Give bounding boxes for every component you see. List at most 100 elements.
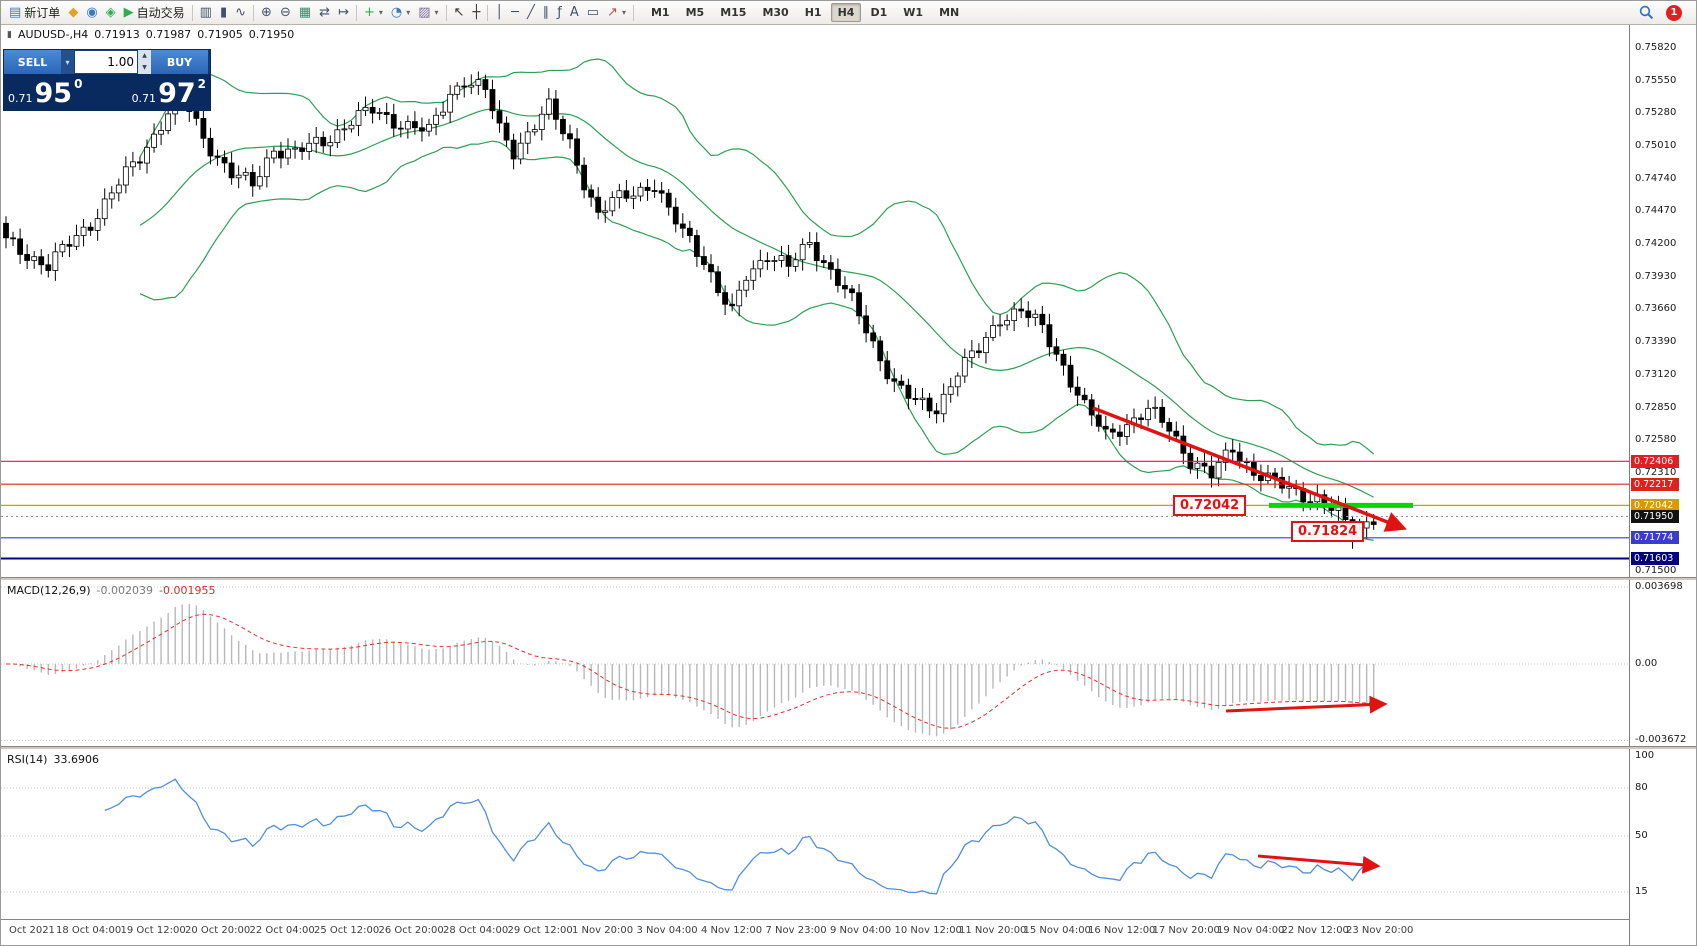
macd-trend-arrow <box>1225 695 1388 714</box>
price-level-badge: 0.71950 <box>1631 510 1679 523</box>
periods-button-icon: ◔ <box>390 5 403 20</box>
axis-tick-label: 0.75820 <box>1635 42 1677 53</box>
timeframe-d1[interactable]: D1 <box>870 6 888 19</box>
timeframe-toolbar: M1 M5 M15 M30 H1 H4 D1 W1 MN <box>644 3 966 22</box>
ohlc-low: 0.71905 <box>197 28 243 41</box>
volume-input[interactable] <box>74 50 138 74</box>
timeframe-m15[interactable]: M15 <box>720 6 747 19</box>
navigator-button[interactable]: ◈ <box>102 3 120 23</box>
sell-price-big: 95 <box>34 78 73 109</box>
timeframe-h4[interactable]: H4 <box>830 3 862 22</box>
timeframe-m30[interactable]: M30 <box>762 6 789 19</box>
trendline-button[interactable]: ╱ <box>523 3 539 23</box>
axis-tick-label: 0.75550 <box>1635 74 1677 86</box>
time-axis-label: 16 Nov 12:00 <box>1088 925 1156 936</box>
chart-info-line: ▮ AUDUSD-,H4 0.71913 0.71987 0.71905 0.7… <box>7 28 294 41</box>
new-order-button-label: 新订单 <box>24 6 61 20</box>
buy-button[interactable]: BUY <box>151 50 208 74</box>
timeframe-m1[interactable]: M1 <box>650 6 670 19</box>
pane-separator-macd[interactable] <box>1 577 1696 580</box>
notification-badge[interactable]: 1 <box>1666 4 1682 21</box>
time-axis-label: 20 Oct 20:00 <box>185 925 251 936</box>
horizontal-line-button[interactable]: ─ <box>507 3 523 23</box>
candle-chart-button[interactable]: ▮ <box>216 3 231 23</box>
line-chart-button[interactable]: ∿ <box>231 3 250 23</box>
templates-button-caret: ▾ <box>434 8 439 17</box>
time-axis-label: 10 Nov 12:00 <box>894 925 962 936</box>
vertical-line-button[interactable]: │ <box>491 3 507 23</box>
search-icon[interactable] <box>1639 5 1654 20</box>
time-axis[interactable]: Oct 2021 18 Oct 04:00 19 Oct 12:00 20 Oct 2… <box>1 919 1629 945</box>
annotation-support-price: 0.72042 <box>1173 495 1247 516</box>
time-axis-label: 18 Oct 04:00 <box>56 925 122 936</box>
arrows-button[interactable]: ↗ ▾ <box>603 3 630 23</box>
new-order-button[interactable]: ▤ 新订单 <box>5 3 64 23</box>
price-chart-canvas[interactable] <box>1 25 1629 577</box>
pane-separator-rsi[interactable] <box>1 746 1696 749</box>
volume-dropdown[interactable]: ▾ <box>61 50 74 74</box>
vertical-line-button-icon: │ <box>495 5 504 20</box>
bar-chart-button[interactable]: ▥ <box>196 3 216 23</box>
buy-price-big: 97 <box>158 78 196 109</box>
macd-histogram <box>12 604 1375 737</box>
axis-tick-label: 0.73930 <box>1635 270 1677 282</box>
indicators-button-caret: ▾ <box>378 8 383 17</box>
toolbar-separator <box>632 4 634 21</box>
market-watch-button[interactable]: ◉ <box>82 3 101 23</box>
charts-icon-button[interactable]: ◆ <box>64 3 82 23</box>
sell-price-small: 0.71 <box>8 92 33 105</box>
timeframe-mn[interactable]: MN <box>939 6 960 19</box>
zoom-out-button[interactable]: ⊖ <box>276 3 295 23</box>
macd-pane-canvas[interactable] <box>1 580 1629 746</box>
axis-tick-label: 0.73390 <box>1635 336 1677 348</box>
rsi-trend-arrow <box>1257 854 1381 874</box>
time-axis-label: 7 Nov 23:00 <box>765 925 827 936</box>
text-label-button-icon: ▭ <box>586 5 600 20</box>
templates-button[interactable]: ▨ ▾ <box>414 3 442 23</box>
rsi-axis-label: 80 <box>1635 782 1648 793</box>
fibonacci-button-icon: ƒ <box>557 5 562 20</box>
one-click-controls: SELL ▾ ▲▼ BUY <box>4 50 210 74</box>
axis-tick-label: 0.73120 <box>1635 368 1677 380</box>
time-axis-label: 19 Oct 12:00 <box>120 925 186 936</box>
periods-button[interactable]: ◔ ▾ <box>387 3 414 23</box>
auto-scroll-button[interactable]: ⇄ <box>315 3 334 23</box>
sell-price[interactable]: 0.71 95 0 <box>8 75 82 109</box>
crosshair-button[interactable]: ┼ <box>468 3 484 23</box>
time-axis-label: 4 Nov 12:00 <box>701 925 763 936</box>
sell-button[interactable]: SELL <box>4 50 61 74</box>
ohlc-high: 0.71987 <box>145 28 192 41</box>
charts-icon-button-icon: ◆ <box>68 5 79 20</box>
tile-windows-button[interactable]: ▦ <box>295 3 315 23</box>
fibonacci-button[interactable]: ƒ <box>553 3 566 23</box>
text-button[interactable]: A <box>566 3 583 23</box>
price-level-badge: 0.71603 <box>1631 552 1679 565</box>
volume-stepper[interactable]: ▲ ▼ <box>138 50 151 74</box>
time-axis-label: 23 Nov 20:00 <box>1346 925 1414 936</box>
horizontal-line-button-icon: ─ <box>511 5 519 20</box>
rsi-pane-canvas[interactable] <box>1 749 1629 919</box>
indicators-button-icon: + <box>363 5 375 20</box>
text-label-button[interactable]: ▭ <box>583 3 603 23</box>
price-level-badge: 0.71774 <box>1631 531 1679 545</box>
chart-symbol-icon: ▮ <box>7 29 12 40</box>
cursor-button[interactable]: ↖ <box>450 3 469 23</box>
price-axis[interactable]: 0.75820 0.75550 0.75280 0.75010 0.74740 0.744… <box>1629 25 1696 945</box>
timeframe-m5[interactable]: M5 <box>685 6 705 19</box>
indicators-button[interactable]: + ▾ <box>360 3 387 23</box>
axis-tick-label: 0.75280 <box>1635 107 1677 119</box>
volume-down-icon[interactable]: ▼ <box>142 64 147 71</box>
chart-shift-button[interactable]: ↦ <box>334 3 353 23</box>
timeframe-w1[interactable]: W1 <box>903 6 924 19</box>
timeframe-h1[interactable]: H1 <box>804 6 822 19</box>
auto-trading-button[interactable]: ▶ 自动交易 <box>120 3 189 23</box>
time-axis-label: 17 Nov 20:00 <box>1152 925 1220 936</box>
channel-button[interactable]: ∥ <box>539 3 554 23</box>
volume-up-icon[interactable]: ▲ <box>142 52 147 59</box>
time-axis-label: 11 Nov 20:00 <box>959 925 1027 936</box>
zoom-in-button[interactable]: ⊕ <box>257 3 276 23</box>
axis-tick-label: 0.72580 <box>1635 434 1677 446</box>
buy-price[interactable]: 0.71 97 2 <box>132 75 206 109</box>
navigator-button-icon: ◈ <box>105 5 116 20</box>
axis-tick-label: 0.72310 <box>1635 466 1677 478</box>
